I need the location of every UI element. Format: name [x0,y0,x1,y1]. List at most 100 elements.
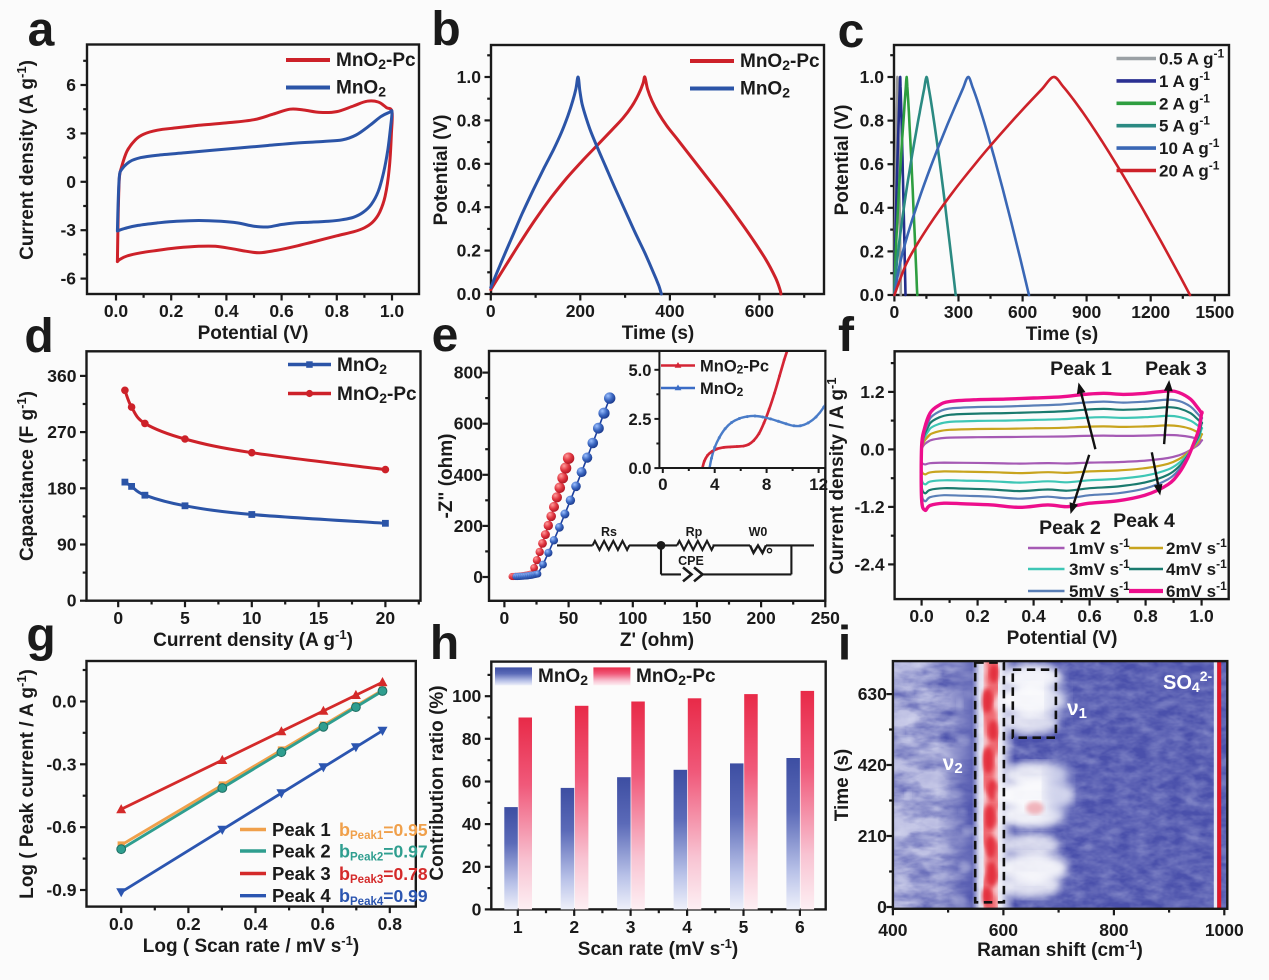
svg-text:0.4: 0.4 [243,914,268,934]
svg-text:0.4: 0.4 [860,198,885,218]
svg-text:1mV s-1: 1mV s-1 [1069,536,1130,558]
svg-text:20: 20 [376,608,396,628]
svg-text:0.0: 0.0 [628,460,651,478]
svg-text:90: 90 [57,535,77,555]
svg-text:0.2: 0.2 [176,914,201,934]
svg-text:2.5: 2.5 [628,411,651,429]
svg-text:-1.2: -1.2 [854,497,884,517]
svg-text:1.0: 1.0 [457,67,482,87]
svg-text:-Z" (ohm): -Z" (ohm) [436,434,457,519]
svg-text:10 A g-1: 10 A g-1 [1159,136,1220,158]
svg-text:W0: W0 [749,525,768,539]
svg-text:Time (s): Time (s) [622,323,695,344]
svg-text:Peak 4: Peak 4 [1113,510,1175,532]
svg-text:0.0: 0.0 [909,606,934,626]
svg-text:0.0: 0.0 [52,691,77,711]
svg-text:MnO2-Pc: MnO2-Pc [700,358,769,377]
svg-text:1.0: 1.0 [380,301,405,321]
svg-text:600: 600 [745,301,774,321]
svg-text:100: 100 [618,608,647,628]
svg-text:0: 0 [658,475,667,494]
svg-text:630: 630 [858,684,887,704]
svg-text:MnO2-Pc: MnO2-Pc [336,50,416,72]
svg-text:Potential (V): Potential (V) [431,115,452,226]
svg-text:0.8: 0.8 [457,110,482,130]
svg-text:0.6: 0.6 [457,154,482,174]
svg-text:Capacitance (F g-1): Capacitance (F g-1) [14,391,39,561]
svg-text:6mV s-1: 6mV s-1 [1166,579,1227,601]
svg-text:1000: 1000 [1205,920,1244,940]
svg-text:MnO2: MnO2 [337,355,387,377]
svg-text:20: 20 [462,857,482,877]
svg-text:1.0: 1.0 [1189,606,1214,626]
svg-text:4mV s-1: 4mV s-1 [1166,557,1227,579]
svg-text:MnO2: MnO2 [740,79,790,101]
svg-text:Peak 4: Peak 4 [272,885,331,906]
svg-text:Current density (A g-1): Current density (A g-1) [14,60,39,260]
svg-text:1.0: 1.0 [860,67,885,87]
svg-text:0: 0 [486,301,496,321]
svg-text:0.8: 0.8 [860,111,885,131]
svg-text:600: 600 [454,414,483,434]
svg-text:Raman shift (cm-1): Raman shift (cm-1) [977,937,1143,962]
svg-text:800: 800 [1099,920,1128,940]
svg-text:Scan rate (mV s-1): Scan rate (mV s-1) [578,936,738,961]
svg-text:600: 600 [1008,302,1037,322]
svg-text:Log ( Peak current / A g-1): Log ( Peak current / A g-1) [14,669,39,899]
svg-text:20 A g-1: 20 A g-1 [1159,159,1220,181]
svg-text:e: e [432,309,459,362]
svg-text:0.8: 0.8 [378,914,403,934]
svg-text:0.0: 0.0 [104,301,129,321]
svg-text:420: 420 [858,755,887,775]
svg-text:3mV s-1: 3mV s-1 [1069,557,1130,579]
svg-text:0: 0 [473,567,483,587]
svg-text:2 A g-1: 2 A g-1 [1159,91,1210,113]
svg-text:0.6: 0.6 [269,301,294,321]
svg-text:0.4: 0.4 [214,301,239,321]
svg-text:1 A g-1: 1 A g-1 [1159,69,1210,91]
svg-text:0: 0 [113,608,123,628]
svg-text:5mV s-1: 5mV s-1 [1069,579,1130,601]
svg-text:Rp: Rp [686,525,703,539]
svg-text:Potential (V): Potential (V) [198,323,309,344]
svg-text:h: h [430,617,459,670]
svg-text:400: 400 [454,465,483,485]
svg-text:200: 200 [454,516,483,536]
svg-text:5.0: 5.0 [628,362,651,380]
svg-text:c: c [838,5,865,58]
svg-text:0: 0 [500,608,510,628]
svg-text:Z' (ohm): Z' (ohm) [620,630,694,651]
svg-text:10: 10 [242,608,262,628]
svg-text:0.6: 0.6 [311,914,336,934]
svg-text:Peak 3: Peak 3 [272,863,331,884]
svg-text:0: 0 [67,591,77,611]
svg-text:0.8: 0.8 [1133,606,1158,626]
svg-text:Current density (A g-1): Current density (A g-1) [153,627,353,652]
svg-text:60: 60 [462,772,482,792]
svg-text:4: 4 [710,475,720,494]
svg-text:1.2: 1.2 [860,382,885,402]
svg-text:a: a [28,4,55,57]
svg-text:0.2: 0.2 [860,241,885,261]
svg-text:15: 15 [309,608,329,628]
svg-text:0: 0 [890,302,900,322]
svg-text:400: 400 [655,301,684,321]
svg-text:-3: -3 [60,220,76,240]
svg-text:2mV s-1: 2mV s-1 [1166,536,1227,558]
svg-text:d: d [24,310,53,363]
svg-text:MnO2: MnO2 [700,380,744,399]
svg-text:6: 6 [795,917,805,937]
svg-text:400: 400 [878,920,907,940]
svg-text:Rs: Rs [601,525,617,539]
svg-text:Contribution ratio (%): Contribution ratio (%) [427,685,448,880]
svg-text:12: 12 [809,475,828,494]
svg-text:Potential (V): Potential (V) [832,105,853,216]
svg-text:0.6: 0.6 [860,154,885,174]
svg-text:250: 250 [811,608,840,628]
svg-text:0.6: 0.6 [1077,606,1102,626]
svg-text:Potential (V): Potential (V) [1007,628,1118,649]
svg-text:3: 3 [626,917,636,937]
svg-text:0.4: 0.4 [457,197,482,217]
svg-text:MnO2: MnO2 [336,78,386,100]
svg-text:-0.3: -0.3 [46,754,76,774]
